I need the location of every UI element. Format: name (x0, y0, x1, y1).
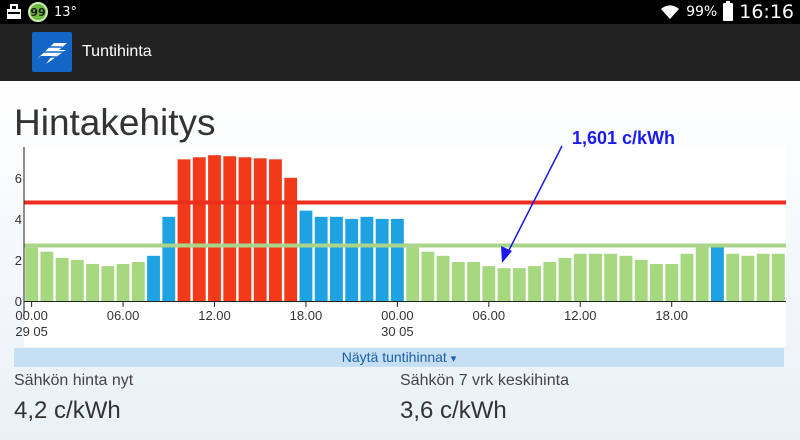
chart-bar (208, 155, 221, 301)
chart-bar (436, 255, 450, 301)
chart-bar (695, 243, 709, 301)
temperature: 13° (54, 4, 78, 20)
chart-bar (451, 261, 465, 301)
x-tick-label: 00.00 (15, 308, 48, 323)
chart-bar (25, 247, 39, 301)
chart-bar (482, 266, 496, 301)
avg-price-label: Sähkön 7 vrk keskihinta (400, 372, 569, 389)
battery-percent: 99% (686, 4, 718, 20)
chart-bar (192, 157, 206, 301)
chart-bar (55, 257, 69, 301)
main-content: Hintakehitys 0 2 4 6 00.00 29 05 06.00 12.00 18.… (0, 81, 800, 440)
x-tick-label: 12.00 (198, 308, 231, 323)
chart-bar (162, 216, 176, 301)
chart-bar (360, 216, 374, 301)
annotation-arrow (501, 145, 563, 263)
chart-bar (573, 253, 587, 301)
chart-bar (86, 264, 99, 301)
page-title: Hintakehitys (14, 102, 216, 143)
avg-price-value: 3,6 c/kWh (400, 397, 507, 424)
x-tick-date-label: 29 05 (15, 324, 48, 339)
chart-bar (665, 264, 679, 301)
chart-bar (147, 255, 160, 301)
chart-bar (177, 159, 191, 301)
chart-bar (589, 253, 602, 301)
chart-bar (604, 253, 618, 301)
wifi-icon (661, 5, 680, 19)
chart-bar (680, 253, 694, 301)
chart-bar (284, 177, 298, 301)
chart-bar (223, 156, 237, 301)
chart-bar (40, 251, 54, 301)
x-axis-band (24, 301, 786, 347)
y-tick-label: 0 (15, 294, 22, 309)
x-tick-label: 06.00 (107, 308, 140, 323)
app-title: Tuntihinta (82, 43, 152, 60)
current-price-label: Sähkön hinta nyt (14, 372, 134, 389)
chart-bar (116, 264, 130, 301)
chart-bar (528, 266, 541, 301)
chart-bar (299, 210, 313, 301)
app-bar: Tuntihinta (0, 24, 800, 81)
app-logo-icon[interactable] (32, 32, 72, 72)
x-tick-label: 18.00 (290, 308, 323, 323)
chart-bar (238, 157, 252, 301)
status-bar: 99 13° 99% 16:16 (0, 0, 800, 24)
y-tick-label: 4 (15, 212, 22, 227)
x-tick-label: 12.00 (564, 308, 597, 323)
chart-bar (390, 218, 404, 301)
y-tick-label: 2 (15, 253, 22, 268)
chart-bar (345, 218, 359, 301)
chart-bar (131, 261, 145, 301)
battery-icon (723, 1, 734, 21)
chart-bar (771, 253, 785, 301)
chart-bar (650, 264, 663, 301)
chart-bar (269, 159, 282, 301)
chart-bar (101, 266, 115, 301)
clock: 16:16 (739, 1, 794, 23)
chart-bar (726, 253, 740, 301)
x-tick-label: 18.00 (655, 308, 688, 323)
chart-bar (711, 245, 724, 301)
show-hourly-label: Näytä tuntihinnat (341, 349, 447, 365)
chart-bar (543, 261, 557, 301)
x-tick-label: 06.00 (473, 308, 506, 323)
x-tick-label: 00.00 (381, 308, 414, 323)
x-tick-date-label: 30 05 (381, 324, 414, 339)
chart-bar (375, 218, 389, 301)
chart-bar (330, 216, 343, 301)
annotation-label: 1,601 c/kWh (572, 128, 676, 148)
chart-bar (253, 158, 267, 301)
chart-bar (421, 251, 435, 301)
chart-bar (634, 259, 648, 301)
y-tick-label: 6 (15, 171, 22, 186)
chart-bar (512, 268, 526, 301)
chart-bar (619, 255, 633, 301)
chart-bar (406, 247, 420, 301)
badge-99-icon: 99 (28, 2, 48, 22)
chart-bar (558, 257, 572, 301)
chart-bar (467, 261, 480, 301)
chart-bar (741, 255, 755, 301)
chart-bar (497, 268, 511, 301)
chevron-down-icon: ▾ (450, 353, 457, 365)
chart-bar (70, 259, 84, 301)
show-hourly-prices-button[interactable]: Näytä tuntihinnat ▾ (14, 348, 784, 367)
chart-bar (314, 216, 328, 301)
chart-bar (756, 253, 770, 301)
briefcase-icon (7, 4, 21, 19)
current-price-value: 4,2 c/kWh (14, 397, 121, 424)
